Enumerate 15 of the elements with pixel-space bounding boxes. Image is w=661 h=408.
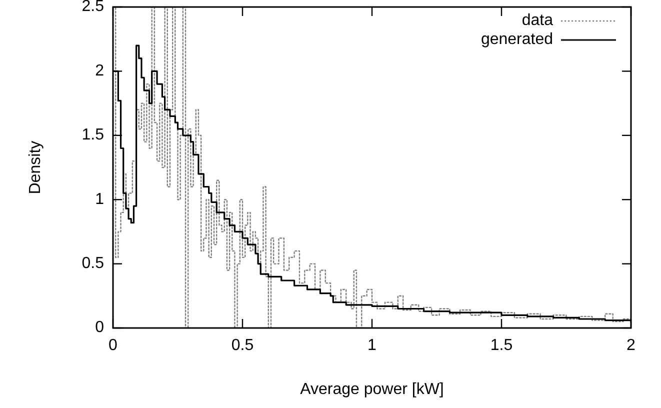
x-axis-title: Average power [kW] <box>300 381 444 398</box>
y-tick-label: 0 <box>95 319 104 336</box>
x-tick-label: 2 <box>626 337 636 354</box>
y-axis-title: Density <box>27 140 44 194</box>
x-tick-label: 1.5 <box>490 337 513 354</box>
x-tick-label: 0.5 <box>231 337 254 354</box>
y-tick-label: 1 <box>95 190 104 208</box>
x-tick-label: 1 <box>368 337 377 354</box>
legend-label: generated <box>480 31 553 48</box>
y-tick-label: 0.5 <box>82 255 104 272</box>
y-tick-label: 1.5 <box>82 126 104 144</box>
x-tick-label: 0 <box>108 337 118 354</box>
y-tick-label: 2.5 <box>82 0 104 16</box>
y-tick-label: 2 <box>95 62 104 80</box>
legend-label: data <box>522 12 554 30</box>
